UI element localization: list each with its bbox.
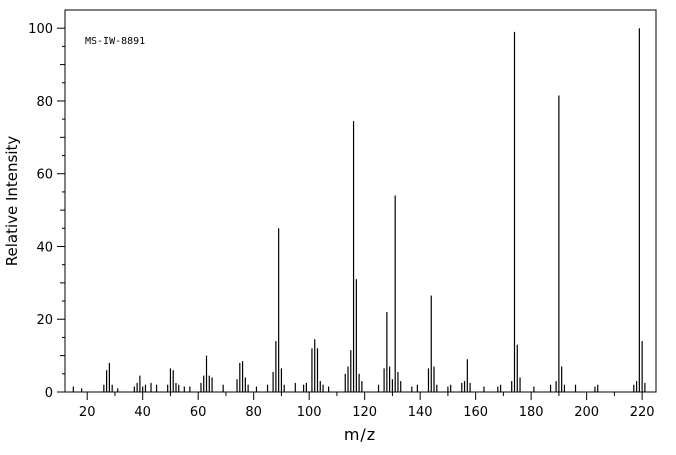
y-tick-label: 0 <box>45 386 53 401</box>
watermark-label: MS-IW-8891 <box>85 36 145 47</box>
x-tick-label: 40 <box>134 405 151 420</box>
y-tick-label: 60 <box>36 168 53 183</box>
x-tick-label: 140 <box>408 405 433 420</box>
spectrum-peaks <box>72 28 646 392</box>
y-tick-label: 80 <box>36 95 53 110</box>
x-tick-label: 160 <box>463 405 488 420</box>
x-tick-label: 100 <box>297 405 322 420</box>
y-tick-label: 100 <box>28 22 53 37</box>
y-tick-label: 20 <box>36 313 53 328</box>
y-axis-ticks <box>57 27 65 393</box>
x-tick-label: 20 <box>79 405 96 420</box>
x-tick-label: 220 <box>630 405 655 420</box>
x-axis-title: m/z <box>344 425 376 444</box>
x-tick-label: 120 <box>352 405 377 420</box>
x-axis-tick-labels: 20 40 60 80 100 120 140 160 180 200 220 <box>79 405 655 420</box>
y-axis-title: Relative Intensity <box>3 136 21 267</box>
y-tick-label: 40 <box>36 240 53 255</box>
x-axis-ticks <box>86 392 643 400</box>
x-tick-label: 200 <box>574 405 599 420</box>
x-tick-label: 180 <box>519 405 544 420</box>
x-tick-label: 60 <box>190 405 207 420</box>
plot-frame <box>64 9 657 393</box>
y-axis-tick-labels: 0 20 40 60 80 100 <box>28 22 53 401</box>
x-tick-label: 80 <box>245 405 262 420</box>
